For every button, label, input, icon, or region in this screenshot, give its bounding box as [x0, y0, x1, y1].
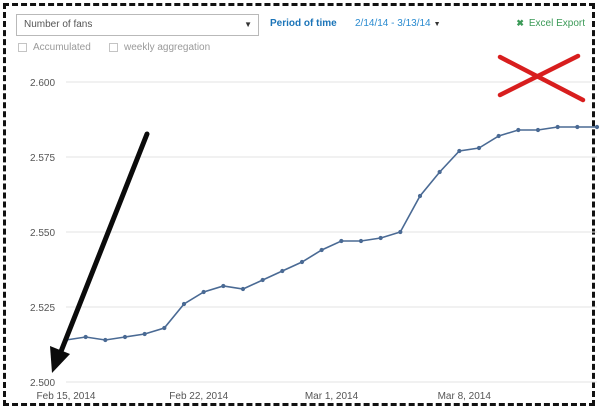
arrow-shaft: [57, 131, 150, 357]
period-label: Period of time: [270, 18, 337, 29]
data-point: [122, 334, 128, 340]
data-point: [280, 268, 285, 274]
data-point: [496, 133, 501, 139]
checkbox-icon: [109, 43, 118, 52]
data-point: [339, 238, 344, 244]
arrow-head: [50, 346, 70, 373]
period-value: 2/14/14 - 3/13/14: [355, 18, 431, 29]
x-axis-ticks: Feb 15, 2014 Feb 22, 2014 Mar 1, 2014 Mar 8…: [37, 391, 492, 402]
excel-export-label: Excel Export: [528, 18, 585, 29]
data-point: [181, 301, 187, 307]
x-tick-label: Mar 1, 2014: [305, 391, 359, 402]
y-tick-label: 2.500: [30, 378, 55, 389]
data-point: [575, 124, 580, 130]
data-point: [378, 235, 383, 241]
data-point: [319, 247, 324, 253]
data-point: [476, 145, 482, 151]
dropdown-arrow-icon: ▼: [244, 20, 252, 29]
series-line: [65, 126, 597, 341]
y-tick-label: 2.550: [30, 228, 55, 239]
checkbox-accumulated-label: Accumulated: [33, 42, 91, 53]
data-point: [398, 229, 403, 235]
data-point: [201, 289, 206, 295]
data-point: [103, 337, 108, 343]
checkbox-weekly[interactable]: weekly aggregation: [109, 42, 210, 53]
metric-select-value: Number of fans: [24, 19, 93, 30]
checkbox-weekly-label: weekly aggregation: [124, 42, 211, 53]
black-arrow: [50, 131, 150, 373]
cross-stroke-2: [497, 53, 581, 98]
data-point: [457, 148, 462, 154]
x-tick-label: Mar 8, 2014: [438, 391, 492, 402]
data-point: [162, 325, 167, 331]
data-point: [142, 331, 147, 337]
data-point: [299, 259, 305, 265]
cross-stroke-1: [497, 54, 586, 103]
series-points: [63, 124, 600, 343]
data-point: [516, 127, 521, 133]
period-dropdown[interactable]: 2/14/14 - 3/13/14 ▼: [355, 18, 441, 29]
data-point: [437, 169, 442, 175]
x-tick-label: Feb 22, 2014: [169, 391, 228, 402]
excel-icon: ✖: [516, 18, 524, 28]
data-point: [535, 127, 541, 133]
red-cross-mark: [497, 53, 586, 103]
data-point: [260, 277, 265, 283]
data-point: [417, 193, 423, 199]
checkbox-accumulated[interactable]: Accumulated: [18, 42, 91, 53]
data-point: [594, 124, 600, 130]
data-point: [83, 334, 88, 340]
y-tick-label: 2.600: [30, 78, 55, 89]
data-point: [555, 124, 560, 130]
data-point: [221, 283, 226, 289]
grid-lines: [66, 81, 597, 383]
checkbox-icon: [18, 43, 27, 52]
data-point: [240, 286, 246, 292]
y-axis-ticks: 2.500 2.525 2.550 2.575 2.600: [30, 78, 55, 389]
y-tick-label: 2.575: [30, 153, 55, 164]
metric-select[interactable]: Number of fans ▼: [16, 14, 259, 36]
excel-export-button[interactable]: ✖ Excel Export: [516, 18, 585, 29]
chart-toolbar: Number of fans ▼ Period of time 2/14/14 …: [6, 6, 592, 66]
y-tick-label: 2.525: [30, 303, 55, 314]
x-tick-label: Feb 15, 2014: [37, 391, 96, 402]
data-point: [358, 238, 364, 244]
caret-down-icon: ▼: [433, 21, 441, 28]
